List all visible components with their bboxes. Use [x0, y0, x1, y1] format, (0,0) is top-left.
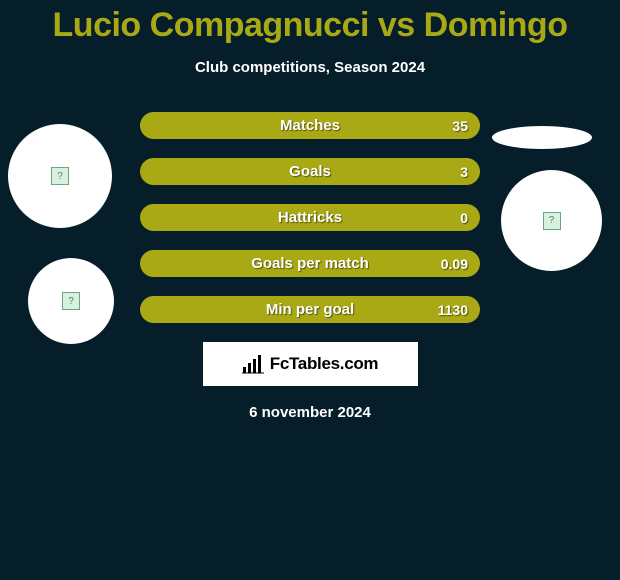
- stat-bar-matches: Matches 35: [140, 112, 480, 139]
- player-photo-left-2: ?: [28, 258, 114, 344]
- page-title: Lucio Compagnucci vs Domingo: [0, 0, 620, 45]
- stat-label: Min per goal: [266, 301, 354, 318]
- stat-bar-goals-per-match: Goals per match 0.09: [140, 250, 480, 277]
- stat-value: 3: [460, 164, 468, 180]
- player-photo-left-1: ?: [8, 124, 112, 228]
- stat-value: 0.09: [441, 256, 468, 272]
- stat-label: Goals: [289, 163, 331, 180]
- stat-bar-min-per-goal: Min per goal 1130: [140, 296, 480, 323]
- stat-bar-goals: Goals 3: [140, 158, 480, 185]
- stat-label: Goals per match: [251, 255, 369, 272]
- logo-text: FcTables.com: [270, 354, 379, 374]
- stat-bar-hattricks: Hattricks 0: [140, 204, 480, 231]
- stats-bars: Matches 35 Goals 3 Hattricks 0 Goals per…: [140, 112, 480, 323]
- stat-value: 0: [460, 210, 468, 226]
- bar-chart-icon: [242, 354, 264, 374]
- stat-label: Matches: [280, 117, 340, 134]
- player-photo-right: ?: [501, 170, 602, 271]
- date-label: 6 november 2024: [0, 404, 620, 421]
- fctables-logo[interactable]: FcTables.com: [203, 342, 418, 386]
- stat-value: 1130: [438, 302, 468, 318]
- decorative-ellipse-right: [492, 126, 592, 149]
- stat-label: Hattricks: [278, 209, 342, 226]
- broken-image-icon: ?: [543, 212, 561, 230]
- broken-image-icon: ?: [51, 167, 69, 185]
- broken-image-icon: ?: [62, 292, 80, 310]
- stat-value: 35: [452, 118, 468, 134]
- subtitle: Club competitions, Season 2024: [0, 59, 620, 76]
